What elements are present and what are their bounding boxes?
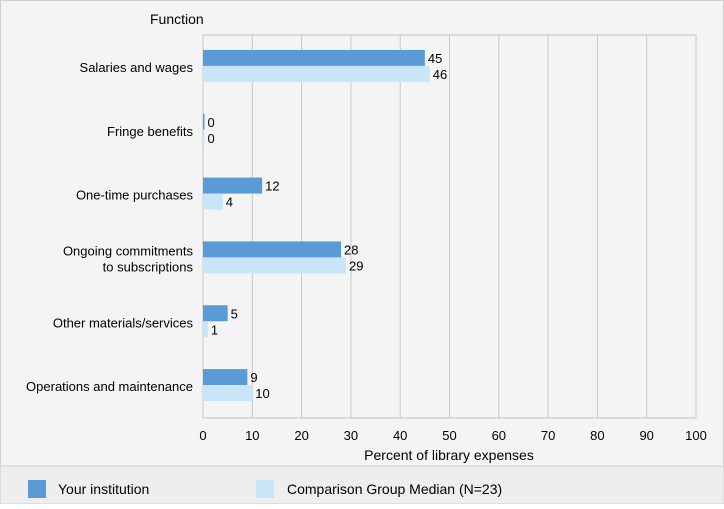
bar-value-label: 12 <box>265 179 279 194</box>
bar-your-institution <box>203 369 248 386</box>
x-axis-ticks: 0 10 20 30 40 50 60 70 80 90 100 <box>199 428 706 443</box>
bar-value-label: 4 <box>226 195 233 210</box>
bar-value-label: 10 <box>255 386 269 401</box>
bar-comparison-median <box>203 129 205 146</box>
bar-your-institution <box>203 113 205 130</box>
bar-your-institution <box>203 49 425 66</box>
bar-your-institution <box>203 177 263 194</box>
bar-your-institution <box>203 305 228 322</box>
x-tick-label: 60 <box>492 428 506 443</box>
bar-value-label: 5 <box>231 306 238 321</box>
x-tick-label: 20 <box>294 428 308 443</box>
x-tick-label: 90 <box>639 428 653 443</box>
bar-value-label: 28 <box>344 242 358 257</box>
category-label: Other materials/services <box>53 315 194 330</box>
legend-label: Your institution <box>58 481 149 497</box>
legend: Your institution Comparison Group Median … <box>0 465 724 505</box>
legend-label: Comparison Group Median (N=23) <box>287 481 502 497</box>
x-tick-label: 70 <box>541 428 555 443</box>
legend-background <box>0 465 724 505</box>
bar-comparison-median <box>203 257 346 274</box>
category-labels: Salaries and wages Fringe benefits One-tim… <box>26 60 193 394</box>
chart-title: Function <box>150 11 204 27</box>
bar-your-institution <box>203 241 342 258</box>
bar-value-label: 1 <box>211 322 218 337</box>
bar-comparison-median <box>203 193 223 210</box>
bar-value-label: 9 <box>250 370 257 385</box>
legend-swatch <box>256 480 274 498</box>
x-tick-label: 0 <box>199 428 206 443</box>
x-axis-title: Percent of library expenses <box>364 447 534 463</box>
x-tick-label: 100 <box>685 428 707 443</box>
bar-comparison-median <box>203 385 253 402</box>
x-tick-label: 50 <box>442 428 456 443</box>
category-label: One-time purchases <box>76 188 194 203</box>
category-label: Ongoing commitments <box>63 243 194 258</box>
bar-value-label: 45 <box>428 51 442 66</box>
x-tick-label: 80 <box>590 428 604 443</box>
bar-value-label: 0 <box>208 131 215 146</box>
bar-value-label: 29 <box>349 258 363 273</box>
category-label: Operations and maintenance <box>26 379 193 394</box>
bar-comparison-median <box>203 321 208 338</box>
bar-value-label: 46 <box>433 67 447 82</box>
bar-value-label: 0 <box>208 115 215 130</box>
category-label: to subscriptions <box>103 259 194 274</box>
category-label: Salaries and wages <box>80 60 194 75</box>
legend-swatch <box>28 480 46 498</box>
x-tick-label: 30 <box>344 428 358 443</box>
bar-comparison-median <box>203 65 430 82</box>
x-tick-label: 40 <box>393 428 407 443</box>
category-label: Fringe benefits <box>107 124 193 139</box>
x-tick-label: 10 <box>245 428 259 443</box>
